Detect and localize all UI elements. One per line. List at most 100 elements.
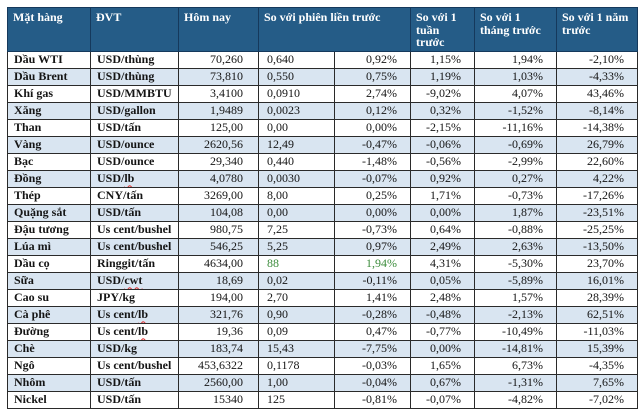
table-row: Đậu tương Us cent/bushel 980,75 7,25 -0,73% 0… xyxy=(7,220,638,239)
commodity-name-cell: Khí gas xyxy=(7,84,91,103)
commodity-name-cell: Lúa mì xyxy=(7,237,91,256)
week-change-pct-cell: 1,71% xyxy=(410,186,475,205)
year-change-pct-cell: -11,03% xyxy=(556,322,638,341)
commodity-name-cell: Than xyxy=(7,118,91,137)
week-change-pct-cell: 1,15% xyxy=(410,50,475,69)
table-row: Cao su JPY/kg 194,00 2,70 1,41% 2,48% 1,57% 28,… xyxy=(7,288,638,307)
table-row: Dầu cọ Ringgit/tấn 4634,00 88 1,94% 4,31% -5,3… xyxy=(7,254,638,273)
year-change-pct-cell: 7,65% xyxy=(556,373,638,392)
session-change-pct-cell: 1,94% xyxy=(334,254,411,273)
week-change-pct-cell: 2,49% xyxy=(410,237,475,256)
header-today: Hôm nay xyxy=(178,7,259,52)
unit-cell: CNY/tấn xyxy=(90,186,179,205)
session-change-pct-cell: -0,28% xyxy=(334,305,411,324)
year-change-pct-cell: 4,22% xyxy=(556,169,638,188)
month-change-pct-cell: -5,89% xyxy=(474,271,557,290)
commodity-name-cell: Xăng xyxy=(7,101,91,120)
table-row: Chè USD/kg 183,74 15,43 -7,75% 0,00% -14,81% 15… xyxy=(7,339,638,358)
unit-cell: JPY/kg xyxy=(90,288,179,307)
month-change-pct-cell: 2,63% xyxy=(474,237,557,256)
session-change-pct-cell: -0,03% xyxy=(334,356,411,375)
year-change-pct-cell: 23,70% xyxy=(556,254,638,273)
commodity-price-table: Mặt hàng ĐVT Hôm nay So với phiên liền t… xyxy=(7,7,638,409)
spellcheck-flagged-text: cwt xyxy=(124,273,143,288)
session-change-cell: 0,0030 xyxy=(258,169,335,188)
table-row: Dầu Brent USD/thùng 73,810 0,550 0,75% 1,19% 1… xyxy=(7,67,638,86)
week-change-pct-cell: -0,56% xyxy=(410,152,475,171)
commodity-name-cell: Cao su xyxy=(7,288,91,307)
month-change-pct-cell: 0,27% xyxy=(474,169,557,188)
commodity-name-cell: Đồng xyxy=(7,169,91,188)
commodity-name-cell: Dầu cọ xyxy=(7,254,91,273)
table-row: Vàng USD/ounce 2620,56 12,49 -0,47% -0,06% -0,… xyxy=(7,135,638,154)
commodity-name-cell: Vàng xyxy=(7,135,91,154)
today-value-cell: 29,340 xyxy=(178,152,259,171)
year-change-pct-cell: -8,14% xyxy=(556,101,638,120)
commodity-name-cell: Cà phê xyxy=(7,305,91,324)
week-change-pct-cell: -0,48% xyxy=(410,305,475,324)
unit-cell: USD/tấn xyxy=(90,118,179,137)
week-change-pct-cell: 0,00% xyxy=(410,203,475,222)
session-change-pct-cell: 0,75% xyxy=(334,67,411,86)
unit-cell: USD/kg xyxy=(90,339,179,358)
session-change-cell: 125 xyxy=(258,390,335,409)
month-change-pct-cell: -0,88% xyxy=(474,220,557,239)
session-change-pct-cell: -7,75% xyxy=(334,339,411,358)
header-vs-1-year: So với 1 năm trước xyxy=(556,7,638,52)
spellcheck-flagged-text: lb xyxy=(124,171,135,186)
session-change-pct-cell: -0,07% xyxy=(334,169,411,188)
unit-cell: USD/thùng xyxy=(90,67,179,86)
today-value-cell: 321,76 xyxy=(178,305,259,324)
session-change-pct-cell: 0,47% xyxy=(334,322,411,341)
week-change-pct-cell: 1,65% xyxy=(410,356,475,375)
session-change-cell: 2,70 xyxy=(258,288,335,307)
year-change-pct-cell: -25,25% xyxy=(556,220,638,239)
year-change-pct-cell: 62,51% xyxy=(556,305,638,324)
session-change-pct-cell: -0,04% xyxy=(334,373,411,392)
unit-cell: USD/tấn xyxy=(90,203,179,222)
commodity-name-cell: Thép xyxy=(7,186,91,205)
today-value-cell: 546,25 xyxy=(178,237,259,256)
table-row: Sữa USD/cwt 18,69 0,02 -0,11% 0,05% -5,89% 16,0… xyxy=(7,271,638,290)
session-change-cell: 0,00 xyxy=(258,203,335,222)
session-change-pct-cell: 0,00% xyxy=(334,118,411,137)
year-change-pct-cell: -23,51% xyxy=(556,203,638,222)
header-commodity: Mặt hàng xyxy=(7,7,91,52)
commodity-name-cell: Sữa xyxy=(7,271,91,290)
session-change-pct-cell: -1,48% xyxy=(334,152,411,171)
month-change-pct-cell: -0,73% xyxy=(474,186,557,205)
commodity-name-cell: Quặng sắt xyxy=(7,203,91,222)
week-change-pct-cell: -2,15% xyxy=(410,118,475,137)
commodity-name-cell: Dầu WTI xyxy=(7,50,91,69)
month-change-pct-cell: -14,81% xyxy=(474,339,557,358)
unit-cell: Ringgit/tấn xyxy=(90,254,179,273)
spellcheck-flagged-text: lb xyxy=(138,324,149,339)
unit-cell: USD/thùng xyxy=(90,50,179,69)
year-change-pct-cell: 26,79% xyxy=(556,135,638,154)
session-change-cell: 1,00 xyxy=(258,373,335,392)
month-change-pct-cell: -1,52% xyxy=(474,101,557,120)
commodity-name-cell: Chè xyxy=(7,339,91,358)
week-change-pct-cell: 0,67% xyxy=(410,373,475,392)
table-row: Thép CNY/tấn 3269,00 8,00 0,25% 1,71% -0,73% -1… xyxy=(7,186,638,205)
table-body: Dầu WTI USD/thùng 70,260 0,640 0,92% 1,15% 1,9… xyxy=(7,50,638,409)
week-change-pct-cell: 0,64% xyxy=(410,220,475,239)
week-change-pct-cell: -0,06% xyxy=(410,135,475,154)
today-value-cell: 4634,00 xyxy=(178,254,259,273)
session-change-cell: 0,90 xyxy=(258,305,335,324)
table-row: Bạc USD/ounce 29,340 0,440 -1,48% -0,56% -2,99… xyxy=(7,152,638,171)
week-change-pct-cell: -0,07% xyxy=(410,390,475,409)
commodity-name-cell: Bạc xyxy=(7,152,91,171)
table-row: Dầu WTI USD/thùng 70,260 0,640 0,92% 1,15% 1,9… xyxy=(7,50,638,69)
month-change-pct-cell: 4,07% xyxy=(474,84,557,103)
week-change-pct-cell: 1,19% xyxy=(410,67,475,86)
month-change-pct-cell: -0,69% xyxy=(474,135,557,154)
unit-cell: USD/tấn xyxy=(90,373,179,392)
month-change-pct-cell: -11,16% xyxy=(474,118,557,137)
header-row: Mặt hàng ĐVT Hôm nay So với phiên liền t… xyxy=(7,7,638,52)
year-change-pct-cell: -4,33% xyxy=(556,67,638,86)
year-change-pct-cell: -4,35% xyxy=(556,356,638,375)
unit-cell: Us cent/lb xyxy=(90,305,179,324)
month-change-pct-cell: 1,87% xyxy=(474,203,557,222)
unit-cell: Us cent/bushel xyxy=(90,356,179,375)
